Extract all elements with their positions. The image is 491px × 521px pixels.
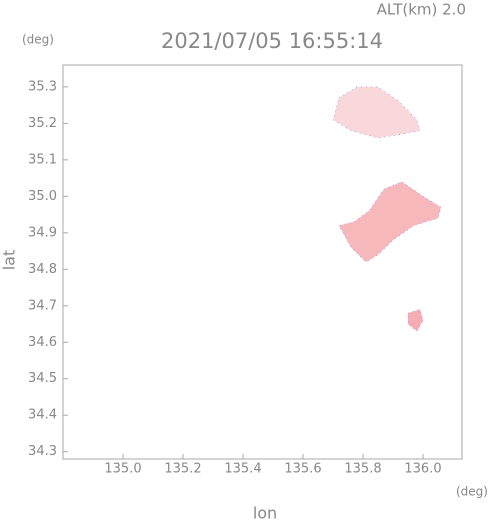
y-tick-label: 34.3 bbox=[28, 444, 57, 459]
altitude-label: ALT(km) 2.0 bbox=[377, 1, 466, 19]
echo-region bbox=[338, 181, 442, 263]
x-tick-label: 136.0 bbox=[404, 462, 441, 477]
y-tick-label: 35.0 bbox=[28, 189, 57, 204]
y-tick-label: 34.7 bbox=[28, 298, 57, 313]
y-tick-label: 34.8 bbox=[28, 262, 57, 277]
y-unit: (deg) bbox=[22, 33, 54, 47]
plot-frame bbox=[62, 64, 463, 460]
chart-title: 2021/07/05 16:55:14 bbox=[161, 29, 383, 53]
y-tick-label: 34.5 bbox=[28, 371, 57, 386]
x-tick-label: 135.0 bbox=[104, 462, 141, 477]
y-tick-label: 35.3 bbox=[28, 79, 57, 94]
x-tick-label: 135.4 bbox=[224, 462, 261, 477]
y-tick-label: 34.6 bbox=[28, 335, 57, 350]
x-tick-label: 135.2 bbox=[164, 462, 201, 477]
y-tick-label: 35.2 bbox=[28, 116, 57, 131]
y-tick-label: 34.4 bbox=[28, 408, 57, 423]
echo-region bbox=[332, 86, 421, 139]
x-axis-label: lon bbox=[253, 504, 277, 521]
y-axis-label: lat bbox=[0, 250, 19, 271]
y-tick-label: 35.1 bbox=[28, 152, 57, 167]
x-tick-label: 135.6 bbox=[284, 462, 321, 477]
x-unit: (deg) bbox=[456, 485, 488, 499]
x-tick-label: 135.8 bbox=[344, 462, 381, 477]
echo-region bbox=[407, 309, 424, 332]
y-tick-label: 34.9 bbox=[28, 225, 57, 240]
